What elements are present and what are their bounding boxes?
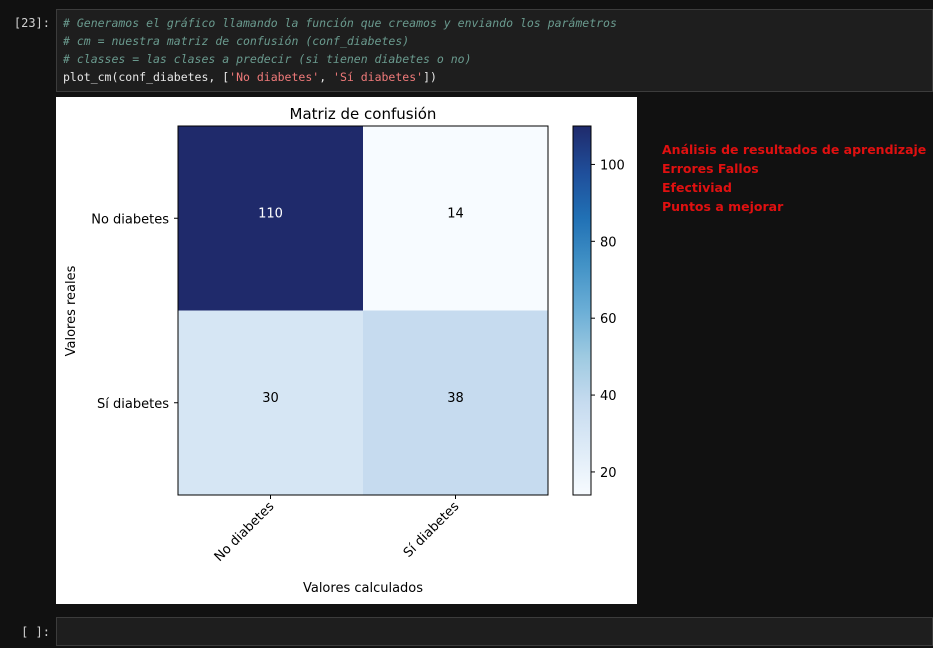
- code-string: 'No diabetes': [229, 70, 320, 84]
- code-call-end: ]): [423, 70, 437, 84]
- output-figure: Matriz de confusión 110 14 30 38 No diabete…: [56, 97, 637, 604]
- cell-value-label: 110: [258, 206, 283, 221]
- code-cell[interactable]: # Generamos el gráfico llamando la funci…: [56, 9, 933, 92]
- code-separator: ,: [319, 70, 334, 84]
- y-tick-label: Sí diabetes: [97, 397, 169, 412]
- matrix-cell: [363, 126, 548, 311]
- x-tick-label: No diabetes: [212, 499, 278, 565]
- cell-prompt: [ ]:: [21, 625, 50, 639]
- code-comment: # cm = nuestra matriz de confusión (conf…: [63, 34, 410, 48]
- empty-code-cell[interactable]: [56, 617, 933, 646]
- cell-value-label: 30: [262, 391, 279, 406]
- matrix-cell: [178, 126, 363, 311]
- colorbar-tick-label: 20: [600, 466, 617, 481]
- plot-frame: [177, 125, 549, 496]
- cell-value-label: 38: [447, 391, 464, 406]
- note-line: Análisis de resultados de aprendizaje: [662, 142, 927, 157]
- matrix-cell: [363, 310, 548, 495]
- x-tick-label: Sí diabetes: [401, 499, 463, 561]
- colorbar: [572, 125, 592, 496]
- x-axis-label: Valores calculados: [303, 581, 423, 596]
- cell-value-label: 14: [447, 206, 464, 221]
- chart-title: Matriz de confusión: [290, 105, 437, 123]
- code-string: 'Sí diabetes': [333, 70, 424, 84]
- matrix-cell: [178, 310, 363, 495]
- code-comment: # classes = las clases a predecir (si ti…: [63, 52, 472, 66]
- code-call: plot_cm(conf_diabetes, [: [63, 70, 230, 84]
- y-tick-label: No diabetes: [91, 212, 169, 227]
- note-line: Efectiviad: [662, 180, 732, 195]
- colorbar-tick-label: 40: [600, 389, 617, 404]
- colorbar-tick-label: 60: [600, 312, 617, 327]
- colorbar-tick-label: 80: [600, 235, 617, 250]
- confusion-matrix-chart: Matriz de confusión 110 14 30 38 No diabete…: [64, 105, 625, 596]
- y-axis-label: Valores reales: [64, 265, 79, 356]
- note-line: Errores Fallos: [662, 161, 759, 176]
- cell-prompt: [23]:: [13, 16, 50, 30]
- code-comment: # Generamos el gráfico llamando la funci…: [63, 16, 617, 30]
- annotation-notes: Análisis de resultados de aprendizaje Er…: [662, 140, 926, 216]
- note-line: Puntos a mejorar: [662, 199, 784, 214]
- colorbar-tick-label: 100: [600, 158, 625, 173]
- code-editor[interactable]: # Generamos el gráfico llamando la funci…: [57, 10, 932, 90]
